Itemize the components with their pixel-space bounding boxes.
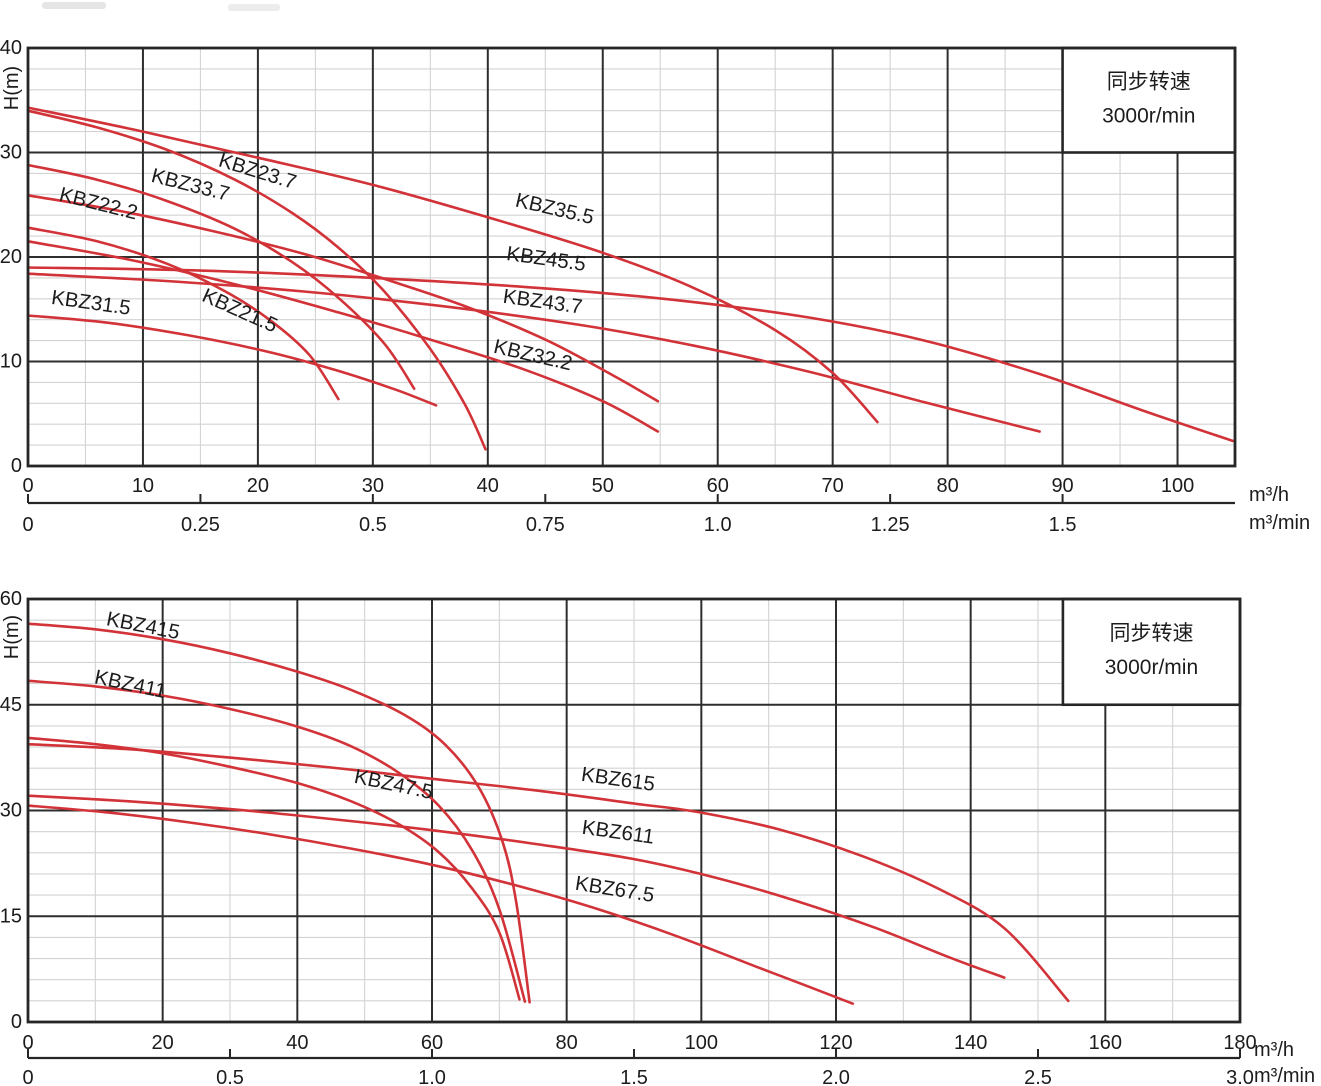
x-tick-label: 100 xyxy=(1161,475,1194,497)
x-tick-label: 80 xyxy=(936,475,958,497)
curve-label-KBZ67.5: KBZ67.5 xyxy=(574,872,656,907)
y-tick-label: 0 xyxy=(11,455,22,477)
x-tick-label: 60 xyxy=(707,475,729,497)
curve-label-KBZ31.5: KBZ31.5 xyxy=(50,286,132,320)
plot-border xyxy=(26,597,1242,1024)
y-axis-title: H(m) xyxy=(1,615,23,659)
plot-border xyxy=(26,46,1237,468)
legend-rpm-label: 3000r/min xyxy=(1102,104,1195,127)
x2-tick-label: 1.5 xyxy=(1049,514,1077,536)
x-tick-label: 10 xyxy=(132,475,154,497)
curve-KBZ21.5 xyxy=(26,226,340,401)
legend-box xyxy=(1061,597,1242,707)
y-tick-label: 45 xyxy=(0,694,22,716)
legend-rpm-label: 3000r/min xyxy=(1105,656,1198,679)
curve-KBZ411 xyxy=(26,679,527,1003)
x2-tick-label: 0 xyxy=(22,514,33,536)
y-tick-label: 10 xyxy=(0,351,22,373)
x-tick-label: 160 xyxy=(1089,1032,1122,1054)
curve-KBZ45.5 xyxy=(26,266,1234,443)
y-tick-label: 60 xyxy=(0,588,22,610)
x-tick-label: 20 xyxy=(152,1032,174,1054)
y-tick-label: 15 xyxy=(0,905,22,927)
x-tick-label: 60 xyxy=(421,1032,443,1054)
x-axis-unit-m3min: m³/min xyxy=(1254,1065,1315,1086)
x-tick-label: 180 xyxy=(1223,1032,1256,1054)
x2-tick-label: 0 xyxy=(22,1067,33,1086)
scan-artifact xyxy=(42,2,106,9)
curve-label-KBZ611: KBZ611 xyxy=(581,816,656,849)
x2-tick-label: 2.0 xyxy=(822,1067,850,1086)
x2-tick-label: 0.5 xyxy=(216,1067,244,1086)
x2-tick-label: 1.0 xyxy=(418,1067,446,1086)
curve-KBZ32.2 xyxy=(26,240,660,433)
curve-KBZ31.5 xyxy=(26,314,438,407)
x-tick-label: 40 xyxy=(477,475,499,497)
x-tick-label: 80 xyxy=(556,1032,578,1054)
x-tick-label: 20 xyxy=(247,475,269,497)
x2-tick-label: 2.5 xyxy=(1024,1067,1052,1086)
y-tick-label: 40 xyxy=(0,37,22,59)
x2-tick-label: 0.5 xyxy=(359,514,387,536)
x-tick-label: 140 xyxy=(954,1032,987,1054)
curve-KBZ43.7 xyxy=(26,272,1041,433)
x-tick-label: 40 xyxy=(286,1032,308,1054)
y-axis-title: H(m) xyxy=(1,66,23,110)
curve-KBZ22.2 xyxy=(26,163,416,390)
x2-tick-label: 3.0 xyxy=(1226,1067,1254,1086)
x-tick-label: 30 xyxy=(362,475,384,497)
x-axis-unit-m3h: m³/h xyxy=(1254,1039,1294,1061)
y-tick-label: 30 xyxy=(0,800,22,822)
x2-tick-label: 1.0 xyxy=(704,514,732,536)
x-tick-label: 100 xyxy=(685,1032,718,1054)
x-axis-unit-m3min: m³/min xyxy=(1249,512,1310,534)
x-tick-label: 0 xyxy=(22,1032,33,1054)
curve-KBZ611 xyxy=(26,794,1006,979)
x-tick-label: 0 xyxy=(22,475,33,497)
legend-sync-speed-label: 同步转速 xyxy=(1109,622,1193,645)
x-tick-label: 90 xyxy=(1051,475,1073,497)
x-tick-label: 50 xyxy=(592,475,614,497)
curve-KBZ67.5 xyxy=(26,804,855,1005)
curve-KBZ35.5 xyxy=(26,106,879,424)
scan-artifact xyxy=(228,4,280,11)
x2-tick-label: 1.25 xyxy=(871,514,910,536)
curve-KBZ615 xyxy=(26,742,1070,1003)
x-tick-label: 120 xyxy=(819,1032,852,1054)
legend-box xyxy=(1061,46,1237,154)
y-tick-label: 0 xyxy=(11,1011,22,1033)
x2-tick-label: 1.5 xyxy=(620,1067,648,1086)
x-axis-unit-m3h: m³/h xyxy=(1249,484,1289,506)
curve-label-KBZ415: KBZ415 xyxy=(104,607,181,644)
x2-tick-label: 0.25 xyxy=(181,514,220,536)
curve-KBZ415 xyxy=(26,622,531,1004)
legend-sync-speed-label: 同步转速 xyxy=(1107,70,1191,93)
y-tick-label: 30 xyxy=(0,142,22,164)
curve-label-KBZ45.5: KBZ45.5 xyxy=(505,242,587,276)
x2-tick-label: 0.75 xyxy=(526,514,565,536)
curve-label-KBZ411: KBZ411 xyxy=(92,666,168,704)
curve-KBZ23.7 xyxy=(26,109,487,451)
y-tick-label: 20 xyxy=(0,246,22,268)
x-tick-label: 70 xyxy=(822,475,844,497)
